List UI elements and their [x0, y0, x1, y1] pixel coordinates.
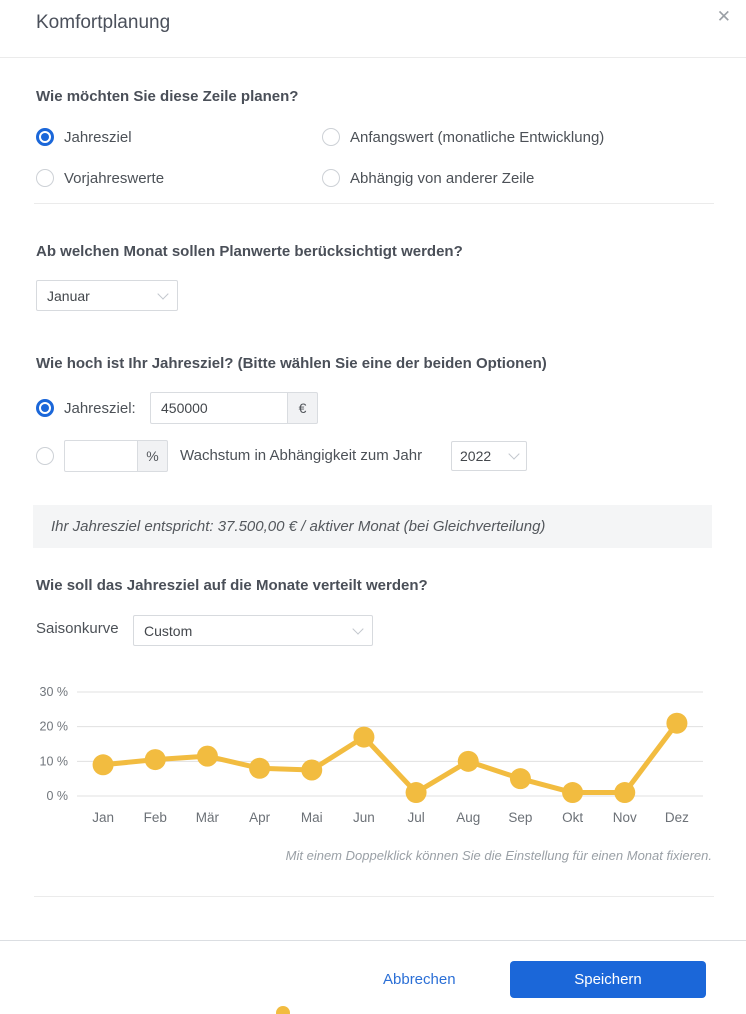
chevron-down-icon — [352, 622, 364, 635]
chart-month-label: Mai — [301, 810, 323, 825]
dialog-title: Komfortplanung — [36, 12, 171, 33]
chart-month-label: Sep — [508, 810, 532, 825]
divider — [34, 896, 714, 897]
chart-month-label: Jan — [92, 810, 114, 825]
radio-target-growth[interactable] — [36, 447, 54, 465]
chart-point-Aug[interactable] — [457, 750, 479, 772]
plan-type-question: Wie möchten Sie diese Zeile planen? — [36, 88, 299, 105]
chart-month-label: Nov — [613, 810, 637, 825]
start-month-select-value: Januar — [47, 287, 90, 304]
radio-abhaengig[interactable] — [322, 169, 340, 187]
chart-month-label: Jun — [353, 810, 375, 825]
radio-vorjahreswerte[interactable] — [36, 169, 54, 187]
footer-divider — [0, 940, 746, 941]
radio-label-vorjahreswerte: Vorjahreswerte — [64, 170, 165, 187]
chart-hint-note: Mit einem Doppelklick können Sie die Ein… — [285, 848, 712, 863]
chart-y-tick: 20 % — [40, 720, 69, 734]
radio-inner-dot — [41, 404, 49, 412]
chart-point-Jan[interactable] — [92, 754, 114, 776]
growth-label: Wachstum in Abhängigkeit zum Jahr — [180, 447, 423, 464]
stray-yellow-dot — [276, 1006, 290, 1014]
chart-month-label: Dez — [665, 810, 689, 825]
radio-label-abhaengig: Abhängig von anderer Zeile — [350, 170, 535, 187]
chart-point-Mai[interactable] — [301, 759, 323, 781]
header-divider — [0, 57, 746, 58]
radio-target-absolute[interactable] — [36, 399, 54, 417]
radio-label-jahresziel: Jahresziel — [64, 129, 132, 146]
radio-label-anfangswert: Anfangswert (monatliche Entwicklung) — [350, 129, 605, 146]
chevron-down-icon — [157, 287, 169, 300]
chart-y-tick: 10 % — [40, 754, 69, 768]
chart-point-Feb[interactable] — [144, 749, 166, 771]
target-absolute-label: Jahresziel: — [64, 400, 136, 417]
close-icon[interactable]: ✕ — [716, 7, 731, 26]
chart-y-tick: 30 % — [40, 685, 69, 699]
start-month-question: Ab welchen Monat sollen Planwerte berück… — [36, 243, 463, 260]
chart-month-label: Feb — [144, 810, 167, 825]
season-curve-select[interactable]: Custom — [133, 615, 373, 646]
radio-jahresziel[interactable] — [36, 128, 54, 146]
start-month-select[interactable]: Januar — [36, 280, 178, 311]
save-button[interactable]: Speichern — [510, 961, 706, 998]
chart-month-label: Jul — [407, 810, 424, 825]
target-amount-input[interactable] — [150, 392, 288, 424]
chart-point-Dez[interactable] — [666, 712, 688, 734]
chart-month-label: Aug — [456, 810, 480, 825]
chart-point-Okt[interactable] — [562, 782, 584, 804]
season-curve-select-value: Custom — [144, 622, 193, 639]
chart-point-Nov[interactable] — [614, 782, 636, 804]
radio-anfangswert[interactable] — [322, 128, 340, 146]
growth-percent-input[interactable] — [64, 440, 138, 472]
season-curve-chart: 30 % 20 % 10 % 0 % Jan Feb Mär Apr Mai Jun Jul Aug S… — [40, 685, 703, 825]
radio-inner-dot — [41, 133, 49, 141]
season-curve-label: Saisonkurve — [36, 620, 119, 637]
chart-point-Jun[interactable] — [353, 726, 375, 748]
chart-point-Jul[interactable] — [405, 782, 427, 804]
chart-point-Apr[interactable] — [249, 757, 271, 779]
chart-point-Mär[interactable] — [196, 745, 218, 767]
chart-month-label: Okt — [562, 810, 583, 825]
growth-year-select[interactable]: 2022 — [451, 441, 527, 471]
distribution-question: Wie soll das Jahresziel auf die Monate v… — [36, 577, 428, 594]
chart-point-Sep[interactable] — [509, 768, 531, 790]
target-question: Wie hoch ist Ihr Jahresziel? (Bitte wähl… — [36, 355, 547, 372]
cancel-button[interactable]: Abbrechen — [377, 970, 462, 989]
chart-line — [100, 720, 680, 796]
growth-year-select-value: 2022 — [460, 448, 492, 464]
chart-month-label: Apr — [249, 810, 271, 825]
target-info-box: Ihr Jahresziel entspricht: 37.500,00 € /… — [33, 505, 712, 548]
euro-addon: € — [287, 392, 318, 424]
divider — [34, 203, 714, 204]
chart-month-label: Mär — [196, 810, 220, 825]
chevron-down-icon — [508, 448, 520, 460]
percent-addon: % — [137, 440, 168, 472]
chart-y-tick: 0 % — [46, 789, 68, 803]
